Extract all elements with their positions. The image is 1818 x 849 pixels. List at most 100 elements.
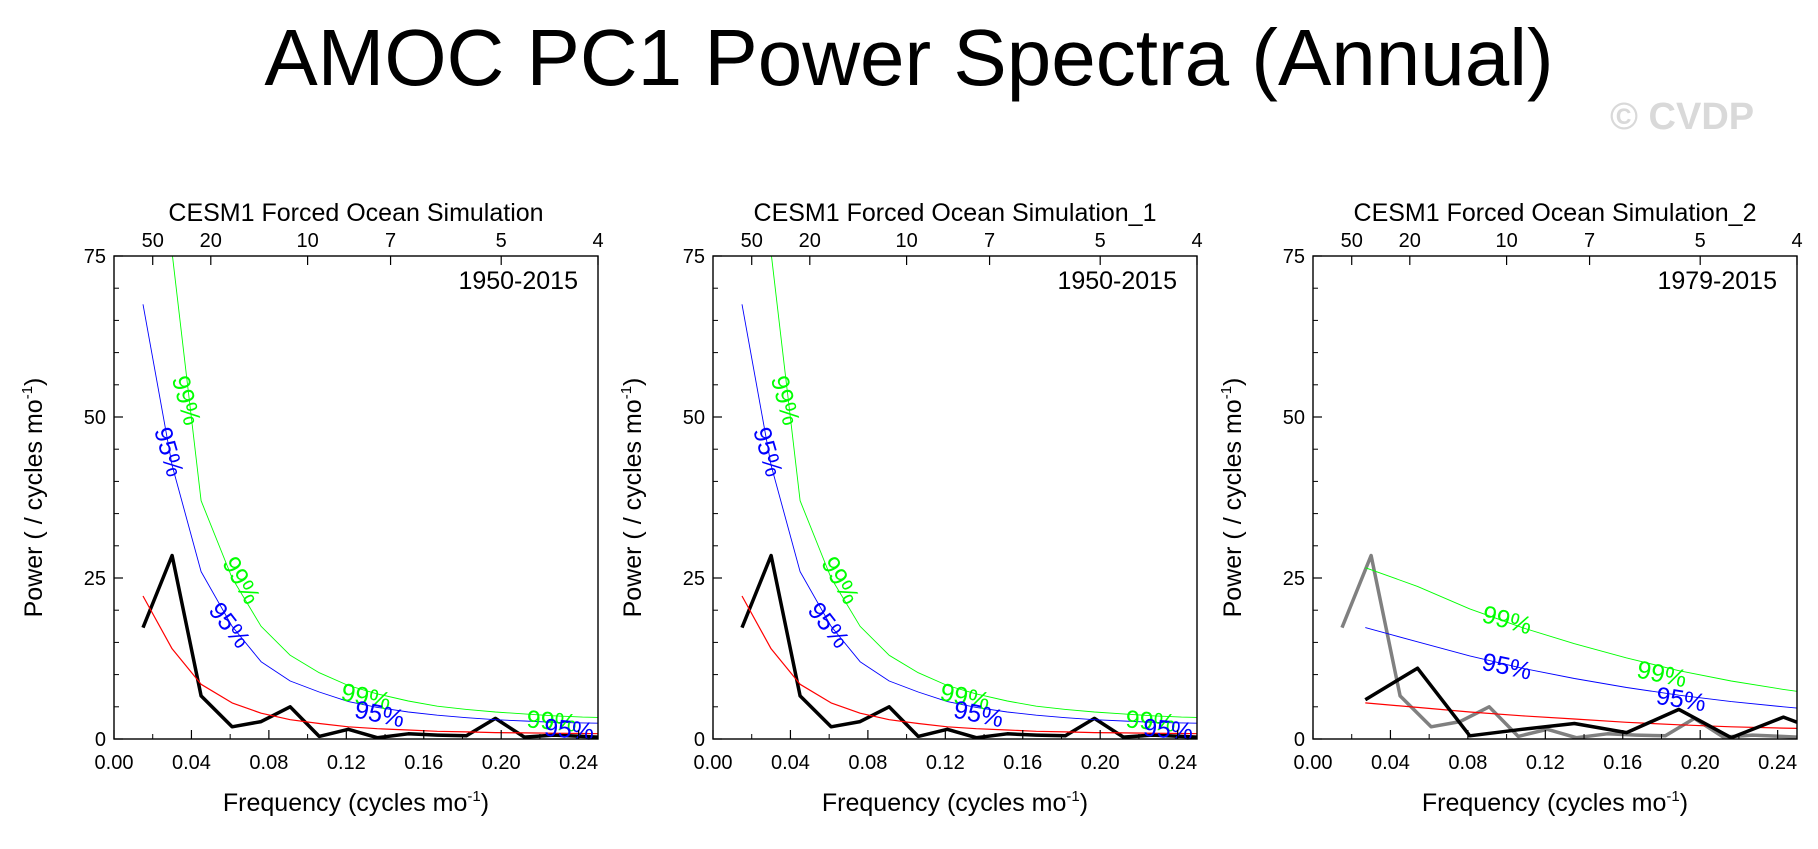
period-tick-label: 20: [1399, 230, 1421, 252]
period-tick-label: 10: [296, 230, 318, 252]
panel-title: CESM1 Forced Ocean Simulation_2: [1354, 199, 1757, 227]
y-axis-label-text: Power ( / cycles mo: [20, 399, 48, 617]
figure-title: AMOC PC1 Power Spectra (Annual): [264, 13, 1554, 102]
confidence-label: 95%: [1142, 714, 1194, 746]
x-axis-label-close: ): [1680, 789, 1688, 817]
series-conf99: [1365, 567, 1797, 692]
plot-frame: [1312, 255, 1798, 740]
x-tick-label: 0.24: [1758, 752, 1797, 774]
y-axis-label-close: ): [1219, 378, 1247, 386]
y-tick-label: 0: [1294, 729, 1305, 751]
y-tick-label: 75: [683, 246, 705, 268]
confidence-label: 95%: [543, 714, 595, 746]
period-label: 1979-2015: [1657, 267, 1777, 295]
y-axis-label-text: Power ( / cycles mo: [1219, 399, 1247, 617]
y-tick-label: 25: [84, 568, 106, 590]
x-axis-label-text: Frequency (cycles mo: [822, 789, 1067, 817]
x-axis-label-sup: -1: [1066, 788, 1079, 805]
plot-frame: [113, 255, 599, 740]
x-tick-label: 0.16: [1003, 752, 1042, 774]
confidence-label: 95%: [148, 424, 189, 480]
series-group: [740, 256, 1197, 739]
period-label: 1950-2015: [1057, 267, 1177, 295]
y-tick-label: 75: [1283, 246, 1305, 268]
period-tick-label: 5: [496, 230, 507, 252]
period-tick-label: 7: [984, 230, 995, 252]
x-axis-label: Frequency (cycles mo-1): [822, 788, 1088, 817]
x-axis-label-text: Frequency (cycles mo: [1422, 789, 1667, 817]
y-axis-label-close: ): [619, 378, 647, 386]
x-tick-label: 0.04: [771, 752, 810, 774]
y-tick-label: 50: [683, 407, 705, 429]
x-tick-label: 0.16: [404, 752, 443, 774]
x-tick-label: 0.24: [559, 752, 598, 774]
confidence-label: 95%: [747, 424, 788, 480]
confidence-label: 99%: [1125, 705, 1177, 737]
x-axis-label: Frequency (cycles mo-1): [1422, 788, 1688, 817]
y-axis-label-sup: -1: [19, 386, 36, 399]
watermark: © CVDP: [1610, 96, 1755, 138]
y-axis-label: Power ( / cycles mo-1): [1218, 378, 1247, 618]
y-axis-label: Power ( / cycles mo-1): [19, 378, 48, 618]
period-tick-label: 50: [741, 230, 763, 252]
x-axis-label-close: ): [1080, 789, 1088, 817]
x-tick-label: 0.08: [249, 752, 288, 774]
series-red-noise: [142, 595, 598, 735]
series-spectrum: [141, 553, 598, 739]
period-tick-label: 50: [142, 230, 164, 252]
period-tick-label: 5: [1095, 230, 1106, 252]
period-label: 1950-2015: [458, 267, 578, 295]
series-comparison-spectrum: [1340, 553, 1797, 739]
x-tick-label: 0.00: [95, 752, 134, 774]
x-tick-label: 0.24: [1158, 752, 1197, 774]
series-conf95: [1365, 627, 1797, 709]
confidence-label: 95%: [1654, 682, 1708, 717]
series-conf95: [142, 304, 598, 724]
x-tick-label: 0.00: [1294, 752, 1333, 774]
confidence-label: 99%: [166, 373, 206, 429]
y-tick-label: 50: [1283, 407, 1305, 429]
series-group: [141, 256, 598, 739]
panel-2: 99%95%99%95%99%95% 99%95%0.00 0.04 0.08 0.12…: [618, 199, 1203, 817]
y-tick-label: 25: [683, 568, 705, 590]
series-group: [1340, 553, 1797, 739]
series-conf99: [771, 256, 1197, 718]
period-tick-label: 10: [1495, 230, 1517, 252]
x-tick-label: 0.20: [482, 752, 521, 774]
confidence-label: 95%: [1480, 648, 1535, 686]
x-tick-label: 0.00: [694, 752, 733, 774]
period-tick-label: 20: [200, 230, 222, 252]
y-tick-label: 0: [95, 729, 106, 751]
period-tick-label: 4: [1791, 230, 1802, 252]
plot-frame: [712, 255, 1198, 740]
period-tick-label: 20: [799, 230, 821, 252]
confidence-label: 99%: [765, 373, 805, 429]
y-axis-label: Power ( / cycles mo-1): [618, 378, 647, 618]
y-axis-label-sup: -1: [1218, 386, 1235, 399]
x-tick-label: 0.12: [926, 752, 965, 774]
period-tick-label: 7: [1584, 230, 1595, 252]
series-conf99: [172, 256, 598, 718]
panel-1: 99%95%99%95%99%95% 99%95%0.00 0.04 0.08 0.12…: [19, 199, 604, 817]
x-axis-label: Frequency (cycles mo-1): [223, 788, 489, 817]
period-tick-label: 4: [1191, 230, 1202, 252]
series-spectrum: [740, 553, 1197, 739]
x-tick-label: 0.04: [1371, 752, 1410, 774]
confidence-label: 99%: [526, 705, 578, 737]
y-axis-label-text: Power ( / cycles mo: [619, 399, 647, 617]
y-tick-label: 75: [84, 246, 106, 268]
y-tick-label: 0: [694, 729, 705, 751]
x-tick-label: 0.12: [327, 752, 366, 774]
x-tick-label: 0.12: [1526, 752, 1565, 774]
period-tick-label: 10: [895, 230, 917, 252]
x-axis-label-sup: -1: [1666, 788, 1679, 805]
period-tick-label: 5: [1695, 230, 1706, 252]
x-axis-label-sup: -1: [467, 788, 480, 805]
period-tick-label: 50: [1341, 230, 1363, 252]
panel-3: 99%95% 99%95%0.00 0.04 0.08 0.12 0.16 0.20 0.24…: [1218, 199, 1803, 817]
x-tick-label: 0.20: [1081, 752, 1120, 774]
y-axis-label-sup: -1: [618, 386, 635, 399]
series-conf95: [741, 304, 1197, 724]
x-axis-label-text: Frequency (cycles mo: [223, 789, 468, 817]
